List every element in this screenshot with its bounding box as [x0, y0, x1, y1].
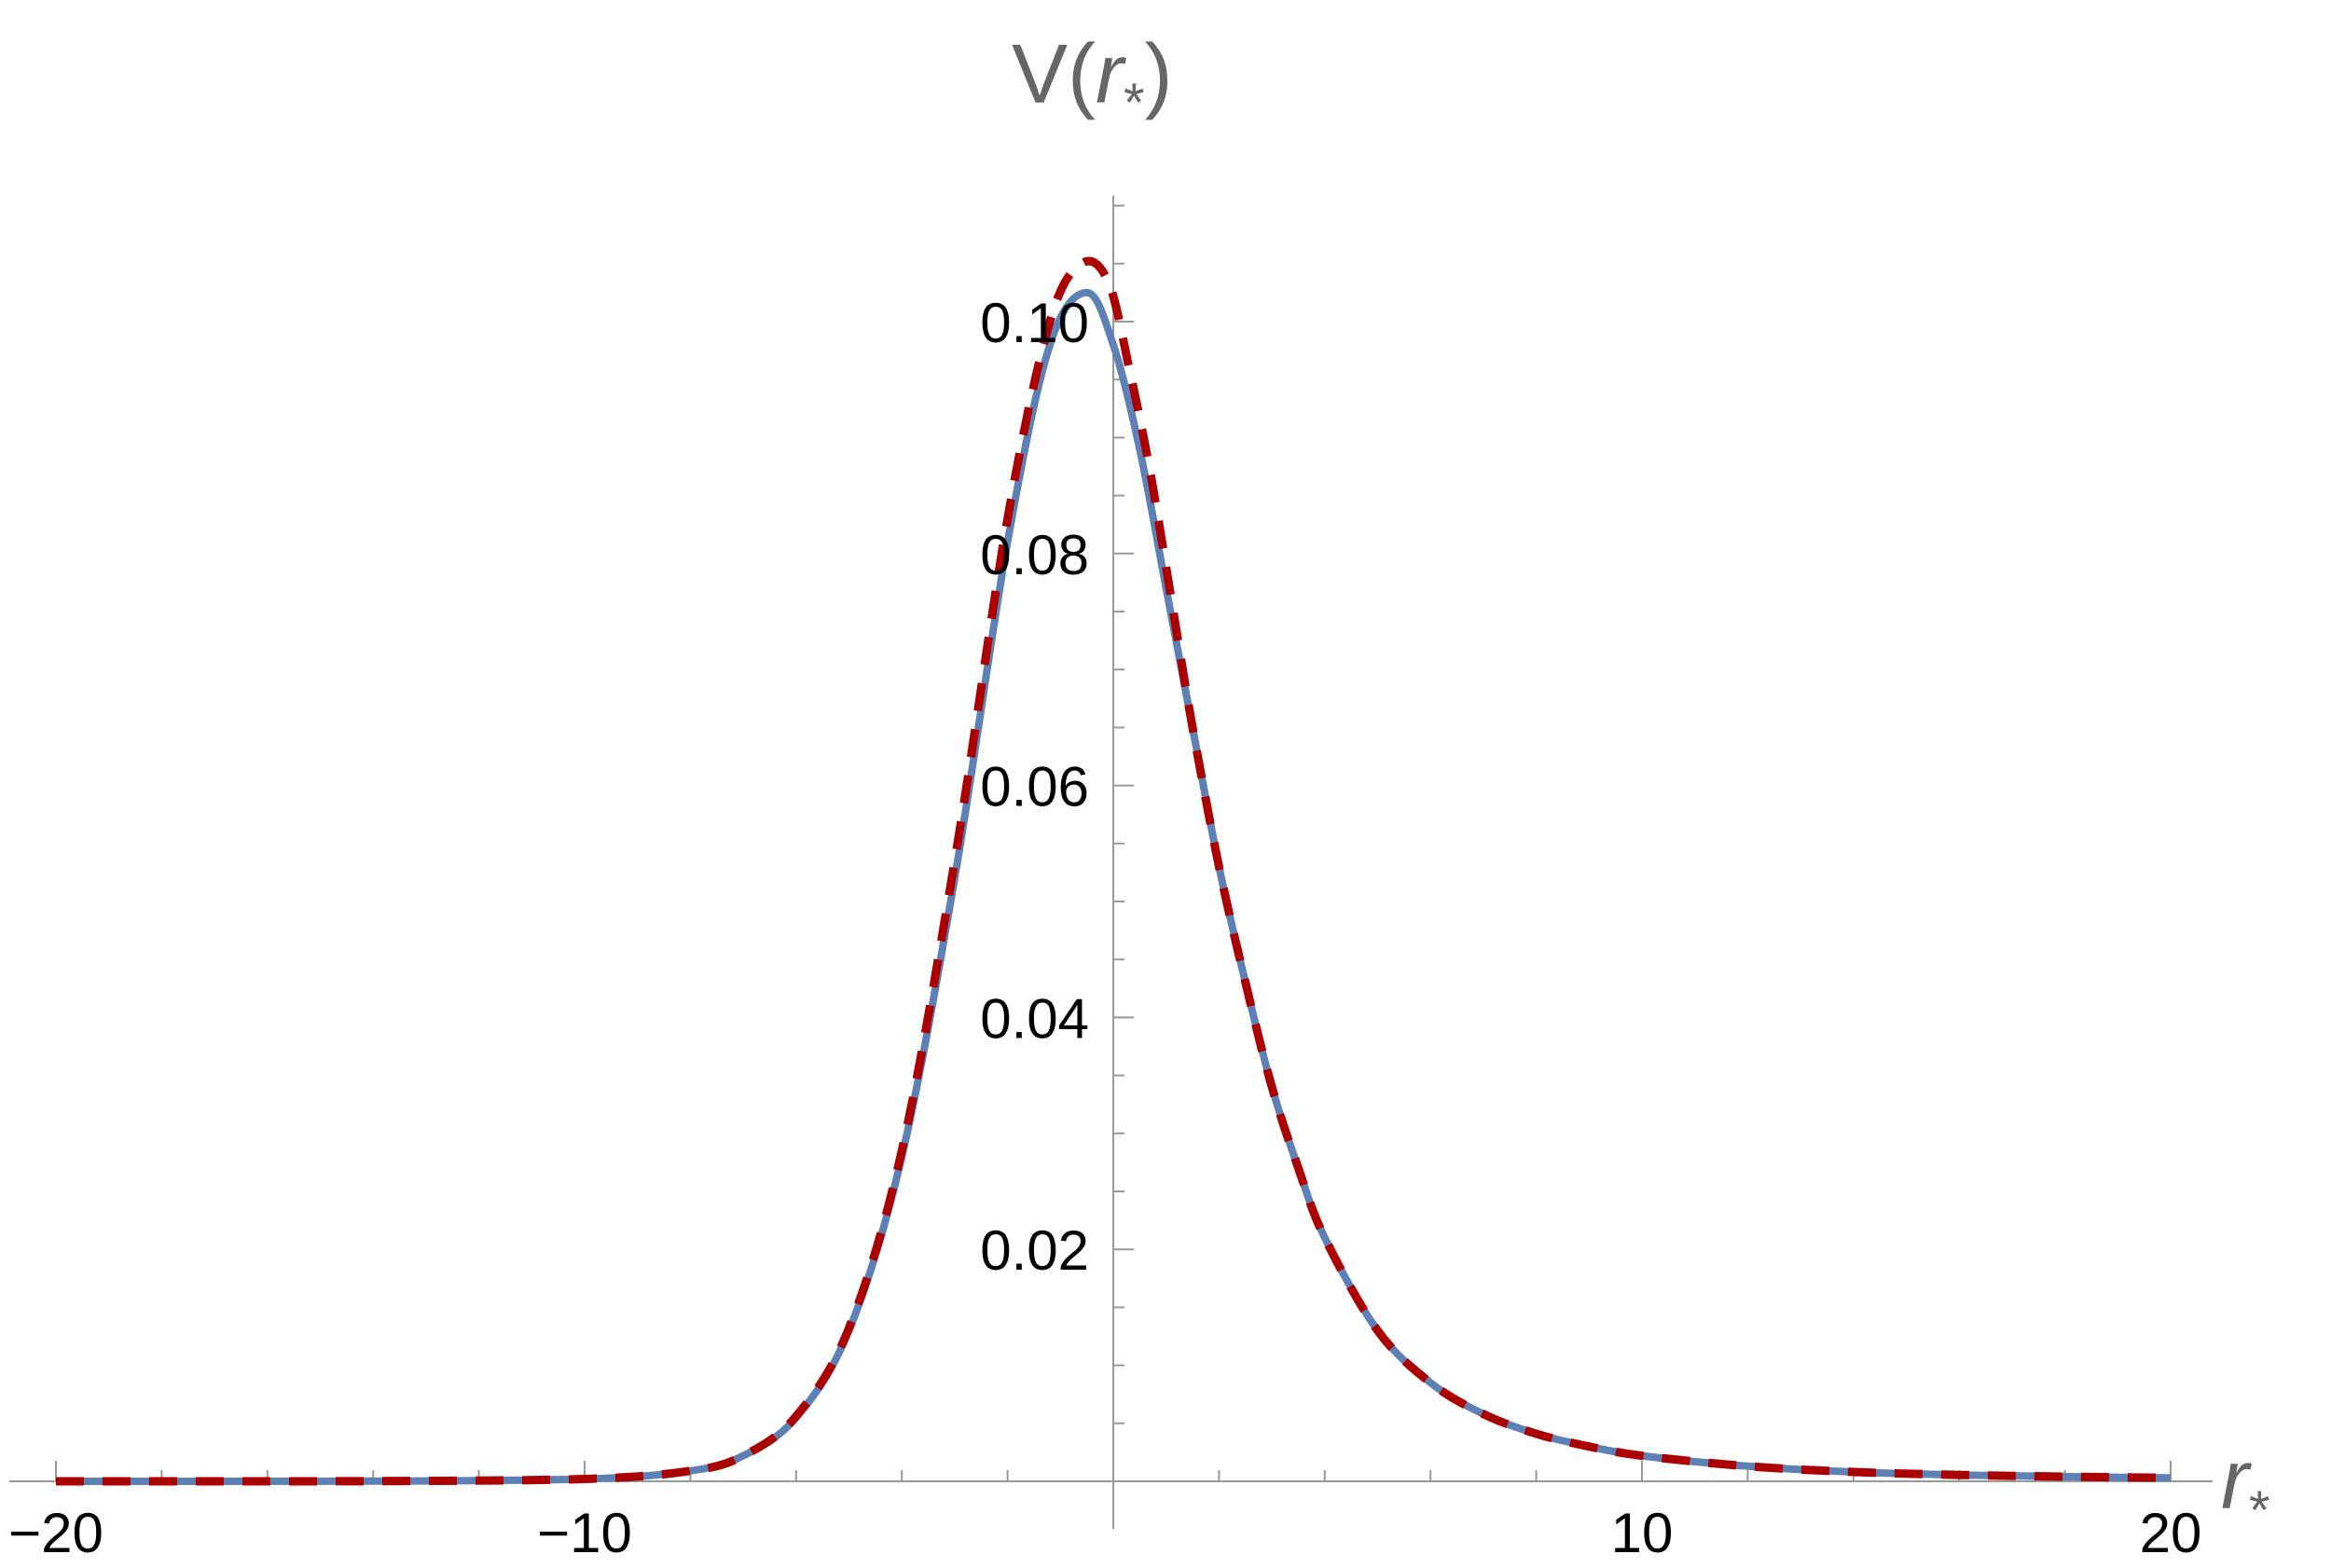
y-tick-label: 0.08 [980, 524, 1089, 586]
y-axis-title-var: r [1096, 28, 1126, 121]
x-axis-title: r* [2221, 1434, 2270, 1541]
y-tick-label: 0.02 [980, 1219, 1089, 1282]
axes [9, 196, 2213, 1529]
y-tick-label: 0.04 [980, 987, 1089, 1050]
y-tick-label: 0.10 [980, 292, 1089, 354]
y-axis-title-sub: * [1124, 73, 1145, 133]
x-axis-title-sub: * [2249, 1480, 2270, 1541]
x-tick-label: −10 [537, 1502, 632, 1564]
x-axis-title-var: r [2221, 1434, 2252, 1527]
y-axis-title: V(r*) [1012, 28, 1173, 133]
y-tick-label: 0.06 [980, 756, 1089, 818]
y-axis-title-close: ) [1145, 28, 1173, 121]
y-axis-title-func: V( [1012, 28, 1096, 121]
labels: −20 −10 10 20 0.02 0.04 0.06 0.08 0.10 [8, 292, 2201, 1564]
x-tick-label: −20 [8, 1502, 103, 1564]
x-tick-label: 20 [2140, 1502, 2202, 1564]
series-line-dashed [55, 256, 2172, 1486]
x-tick-label: 10 [1611, 1502, 1674, 1564]
series-layer [55, 256, 2172, 1486]
